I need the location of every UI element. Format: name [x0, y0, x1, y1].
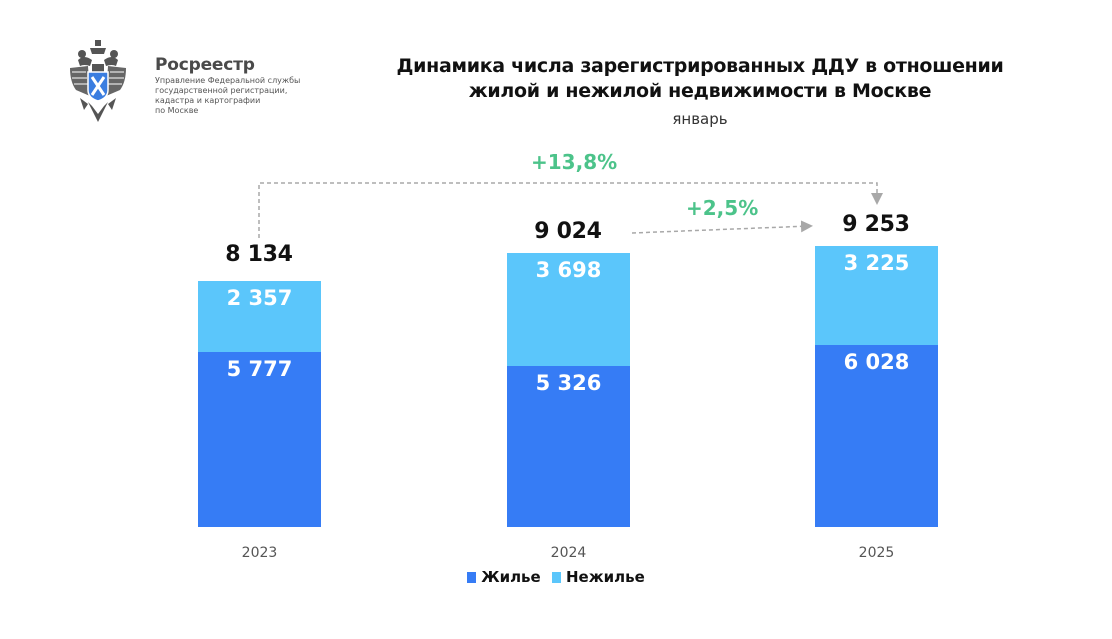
legend-item-residential: Жилье [467, 568, 541, 586]
chart-title-line-2: жилой и нежилой недвижимости в Москве [468, 80, 932, 102]
segment-value: 6 028 [843, 350, 910, 374]
total-label-2024: 9 024 [534, 219, 602, 244]
legend-item-non-residential: Нежилье [551, 568, 645, 586]
connector-2023-2025 [258, 182, 883, 238]
chart-title-line-1: Динамика числа зарегистрированных ДДУ в … [396, 55, 1004, 77]
logo-sub-line: государственной регистрации, [155, 86, 288, 95]
legend-label: Жилье [481, 568, 541, 586]
double-headed-eagle-emblem-icon [70, 40, 126, 122]
bar-segment-residential: 6 028 [815, 345, 938, 527]
chart-legend: Жилье Нежилье [0, 568, 1112, 587]
legend-swatch-non-residential-icon [551, 571, 561, 583]
growth-label-2023-2025: +13,8% [531, 150, 618, 174]
segment-value: 5 326 [535, 371, 602, 395]
x-tick-2023: 2023 [241, 545, 278, 561]
chart-title: Динамика числа зарегистрированных ДДУ в … [350, 54, 1050, 104]
growth-label-2024-2025: +2,5% [686, 196, 759, 220]
bar-segment-non-residential: 2 357 [198, 281, 321, 352]
segment-value: 2 357 [226, 286, 293, 310]
connector-2024-2025 [631, 220, 813, 234]
segment-value: 3 698 [535, 258, 602, 282]
logo-sub-line: Управление Федеральной службы [155, 76, 301, 85]
bar-segment-non-residential: 3 698 [507, 253, 630, 366]
x-tick-2025: 2025 [858, 545, 895, 561]
total-label-2023: 8 134 [225, 242, 293, 267]
legend-label: Нежилье [565, 568, 645, 586]
total-label-2025: 9 253 [842, 212, 910, 237]
rosreestr-logo: Росреестр Управление Федеральной службы … [68, 38, 328, 130]
segment-value: 3 225 [843, 251, 910, 275]
logo-name: Росреестр [155, 55, 255, 75]
chart-subtitle: январь [672, 110, 728, 128]
segment-value: 5 777 [226, 357, 293, 381]
logo-subtitle: Управление Федеральной службы государств… [155, 76, 325, 116]
bar-2023: 2 357 5 777 [198, 281, 321, 527]
logo-sub-line: кадастра и картографии [155, 96, 261, 105]
bar-segment-non-residential: 3 225 [815, 246, 938, 345]
bar-segment-residential: 5 777 [198, 352, 321, 527]
legend-swatch-residential-icon [467, 571, 477, 583]
bar-segment-residential: 5 326 [507, 366, 630, 527]
bar-2024: 3 698 5 326 [507, 253, 630, 527]
bar-2025: 3 225 6 028 [815, 246, 938, 527]
logo-sub-line: по Москве [155, 106, 199, 115]
x-tick-2024: 2024 [550, 545, 587, 561]
